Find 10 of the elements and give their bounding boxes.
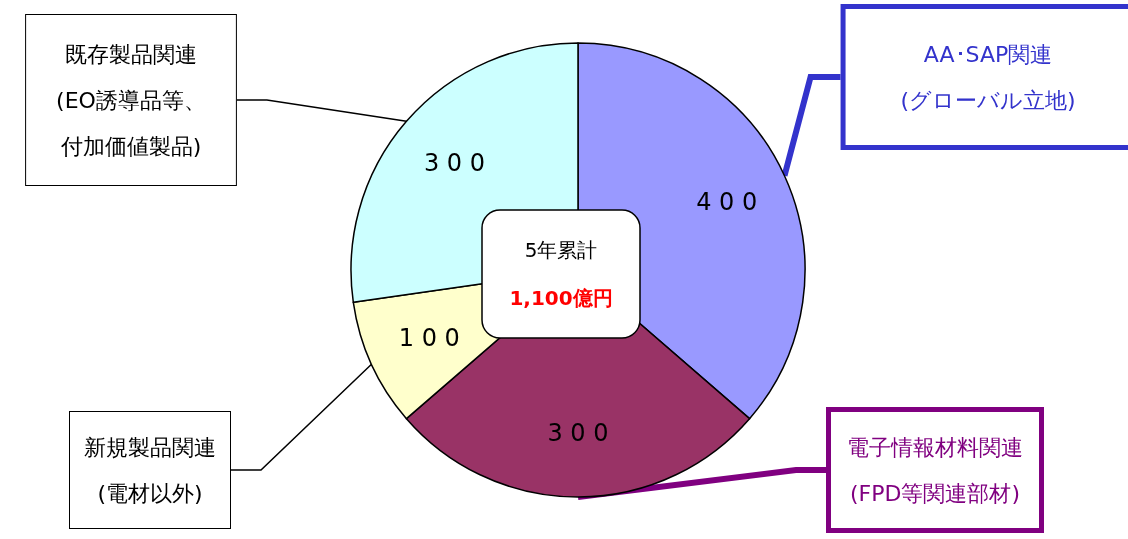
data-label: 3 0 0 bbox=[423, 148, 486, 177]
text: 5年累計 bbox=[524, 238, 598, 262]
data-label: 1 0 0 bbox=[398, 323, 460, 352]
data-label: 3 0 0 bbox=[547, 419, 609, 448]
slice-label: 電子情報材料関連(FPD等関連部材) bbox=[847, 434, 1023, 506]
slice-label: 新規製品関連(電材以外) bbox=[84, 434, 216, 506]
text: 1,100億円 bbox=[509, 286, 613, 310]
slice-label: 既存製品関連(EO誘導品等、付加価値製品) bbox=[56, 41, 206, 159]
data-label: 4 0 0 bbox=[696, 188, 758, 217]
slice-label: AA･SAP関連(グローバル立地) bbox=[900, 41, 1076, 113]
